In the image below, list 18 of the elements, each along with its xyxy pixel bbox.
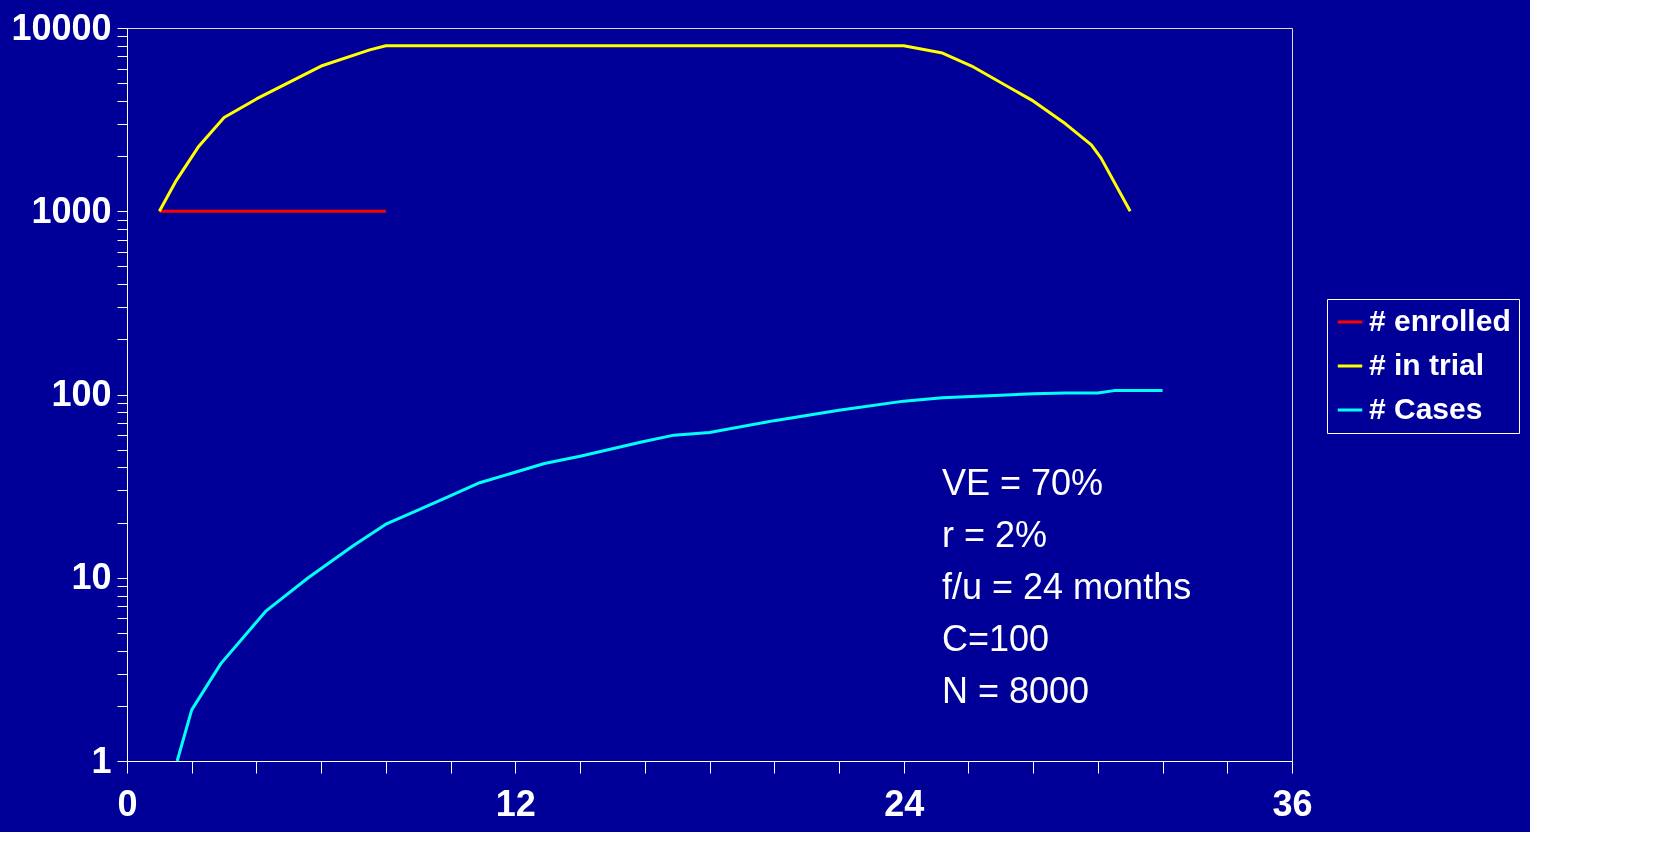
legend-label: # enrolled	[1369, 304, 1511, 337]
annotation: VE = 70%	[942, 462, 1104, 503]
x-tick-label: 12	[495, 782, 536, 824]
line-series	[157, 44, 1132, 213]
y-tick-label: 1000	[31, 189, 112, 231]
x-tick-label: 0	[117, 782, 138, 824]
annotation: f/u = 24 months	[942, 566, 1192, 607]
annotation: C=100	[942, 618, 1050, 659]
y-tick-label: 10000	[11, 6, 112, 48]
annotation: N = 8000	[942, 670, 1090, 711]
y-tick-label: 100	[51, 373, 112, 414]
legend-label: # in trial	[1369, 348, 1485, 381]
y-tick-label: 10	[71, 556, 112, 598]
annotation: r = 2%	[942, 514, 1048, 555]
legend-label: # Cases	[1369, 392, 1483, 425]
x-tick-label: 36	[1272, 782, 1313, 824]
x-tick-label: 24	[884, 782, 925, 824]
y-tick-label: 1	[91, 739, 112, 781]
